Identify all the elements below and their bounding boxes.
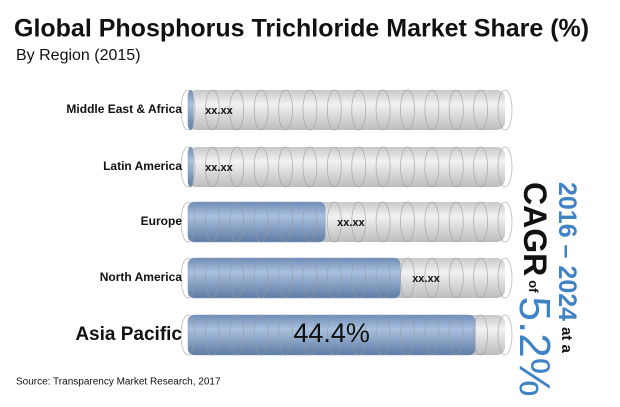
value-label: xx.xx — [205, 105, 233, 117]
segment-edge — [400, 146, 415, 188]
cagr-at: at a — [558, 327, 575, 354]
segment-edge — [424, 146, 440, 188]
segment-edge — [375, 257, 391, 299]
segment-edge — [180, 89, 196, 131]
segment-edge — [204, 89, 220, 131]
segment-edge — [302, 89, 318, 131]
segment-edge — [302, 314, 318, 356]
segment-edge — [400, 257, 415, 299]
segment-edge — [278, 314, 293, 356]
segment-edge — [278, 201, 293, 243]
segment-edge — [351, 201, 367, 243]
segment-edge — [473, 201, 489, 243]
segment-edge — [278, 89, 293, 131]
segment-edge — [229, 146, 245, 188]
segment-edge — [448, 146, 464, 188]
bar-track — [188, 147, 505, 187]
segment-edge — [473, 146, 489, 188]
cagr-line-1: 2016 – 2024 at a — [553, 182, 581, 354]
category-label: North America — [100, 270, 183, 284]
segment-edge — [326, 257, 342, 299]
bar — [187, 146, 194, 188]
cagr-rate: 5.2% — [510, 297, 559, 397]
segment-edge — [400, 89, 415, 131]
segment-edge — [253, 146, 269, 188]
segment-edge — [448, 89, 464, 131]
source: Source: Transparency Market Research, 20… — [16, 377, 221, 388]
segment-edge — [180, 201, 196, 243]
segment-edge — [278, 257, 293, 299]
chart-title: Global Phosphorus Trichloride Market Sha… — [14, 15, 589, 43]
segment-edge — [326, 89, 342, 131]
segment-edge — [278, 146, 293, 188]
segment-edge — [204, 257, 220, 299]
value-label: xx.xx — [412, 273, 440, 285]
value-label: xx.xx — [205, 162, 233, 174]
segment-edge — [326, 146, 342, 188]
segment-edge — [424, 201, 440, 243]
value-label: xx.xx — [337, 217, 365, 229]
segment-edge — [497, 314, 513, 356]
segment-edge — [375, 146, 391, 188]
segment-edge — [180, 146, 196, 188]
cagr-label: CAGR — [517, 182, 553, 276]
segment-edge — [253, 89, 269, 131]
cagr-annotation: 2016 – 2024 at a CAGR of 5.2% — [510, 182, 581, 397]
segment-edge — [375, 314, 391, 356]
segment-edge — [497, 89, 513, 131]
cagr-period: 2016 – 2024 — [553, 182, 581, 321]
segment-edge — [204, 201, 220, 243]
segment-edge — [302, 257, 318, 299]
segment-edge — [448, 314, 464, 356]
segment-edge — [473, 89, 489, 131]
segment-edge — [375, 201, 391, 243]
chart-subtitle: By Region (2015) — [16, 47, 141, 64]
segment-edge — [351, 257, 367, 299]
segment-edge — [497, 201, 513, 243]
segment-edge — [351, 314, 367, 356]
segment-edge — [253, 201, 269, 243]
bar-track — [188, 90, 505, 130]
bar — [187, 89, 194, 131]
segment-edge — [351, 89, 367, 131]
category-label: Middle East & Africa — [66, 102, 182, 116]
segment-edge — [351, 146, 367, 188]
category-label: Asia Pacific — [75, 324, 182, 345]
cagr-line-2: CAGR of 5.2% — [510, 182, 559, 397]
segment-edge — [180, 257, 196, 299]
cagr-of: of — [526, 280, 541, 293]
segment-edge — [424, 89, 440, 131]
segment-edge — [180, 314, 196, 356]
segment-edge — [302, 201, 318, 243]
segment-edge — [473, 314, 489, 356]
segment-edge — [229, 89, 245, 131]
segment-edge — [448, 201, 464, 243]
bar — [187, 314, 476, 356]
segment-edge — [253, 257, 269, 299]
segment-edge — [497, 146, 513, 188]
segment-edge — [400, 314, 415, 356]
segment-edge — [253, 314, 269, 356]
category-label: Europe — [141, 214, 183, 228]
segment-edge — [424, 257, 440, 299]
segment-edge — [204, 146, 220, 188]
segment-edge — [424, 314, 440, 356]
segment-edge — [204, 314, 220, 356]
bar — [187, 257, 401, 299]
segment-edge — [229, 201, 245, 243]
category-label: Latin America — [103, 159, 182, 173]
segment-edge — [400, 201, 415, 243]
bar — [187, 201, 326, 243]
segment-edge — [326, 314, 342, 356]
segment-edge — [448, 257, 464, 299]
segment-edge — [302, 146, 318, 188]
segment-edge — [375, 89, 391, 131]
segment-edge — [229, 257, 245, 299]
segment-edge — [473, 257, 489, 299]
segment-edge — [497, 257, 513, 299]
segment-edge — [229, 314, 245, 356]
segment-edge — [326, 201, 342, 243]
value-label: 44.4% — [293, 318, 370, 348]
